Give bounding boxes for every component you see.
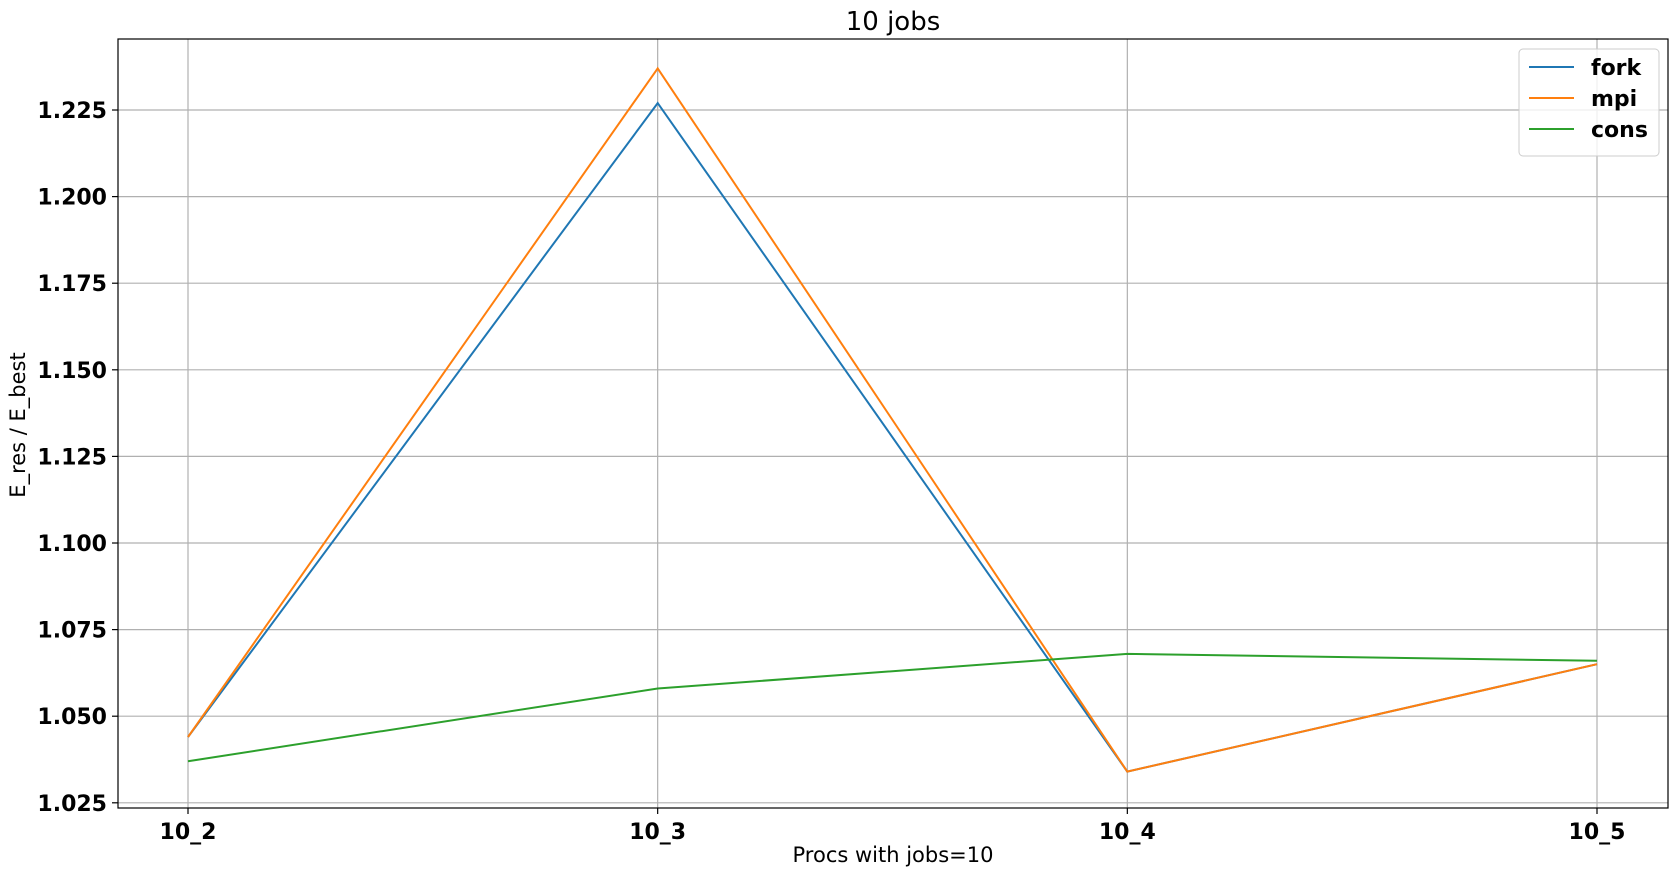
plot-frame: [117, 38, 1669, 809]
series-line-cons: [187, 652, 1598, 763]
x-axis-label: Procs with jobs=10: [793, 843, 994, 867]
legend-label-cons: cons: [1591, 118, 1648, 143]
y-tick-label: 1.025: [37, 792, 107, 817]
y-axis-ticks: 1.025 1.050 1.075 1.100 1.125 1.150 1.175 1.200…: [37, 99, 118, 817]
y-tick-label: 1.050: [37, 705, 107, 730]
y-axis-label: E_res / E_best: [6, 352, 31, 497]
y-tick-label: 1.150: [37, 359, 107, 384]
x-tick-label: 10_2: [160, 820, 217, 845]
legend: fork mpi cons: [1518, 48, 1660, 157]
legend-label-mpi: mpi: [1591, 87, 1637, 112]
y-tick-label: 1.075: [37, 619, 107, 644]
series-lines: [187, 66, 1598, 773]
y-tick-label: 1.225: [37, 99, 107, 124]
x-tick-label: 10_5: [1569, 820, 1626, 845]
legend-label-fork: fork: [1591, 56, 1643, 81]
series-line-mpi: [187, 66, 1598, 773]
grid: [118, 39, 1668, 808]
x-axis-ticks: 10_2 10_3 10_4 10_5: [160, 808, 1626, 845]
y-tick-label: 1.125: [37, 445, 107, 470]
y-tick-label: 1.200: [37, 186, 107, 211]
x-tick-label: 10_4: [1099, 820, 1156, 845]
y-tick-label: 1.100: [37, 532, 107, 557]
chart-title: 10 jobs: [846, 7, 941, 37]
y-tick-label: 1.175: [37, 272, 107, 297]
x-tick-label: 10_3: [629, 820, 686, 845]
